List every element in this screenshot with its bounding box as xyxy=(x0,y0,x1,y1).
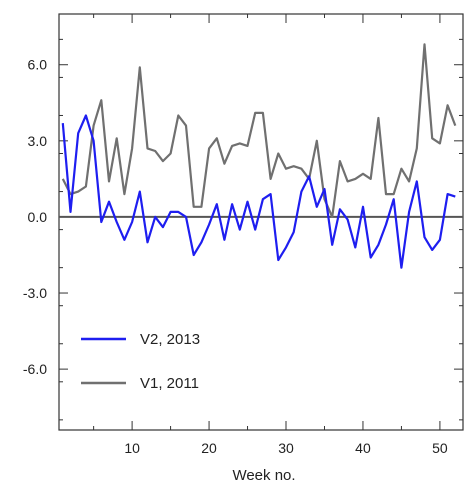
y-tick-label: 0.0 xyxy=(28,209,48,225)
series-lines xyxy=(61,43,457,269)
y-tick-label: 6.0 xyxy=(28,57,48,73)
y-tick-label: 3.0 xyxy=(28,133,48,149)
x-tick-label: 50 xyxy=(432,440,448,456)
y-tick-labels: 6.0 3.0 0.0 -3.0 -6.0 xyxy=(23,57,47,377)
x-tick-label: 40 xyxy=(355,440,371,456)
y-tick-label: -6.0 xyxy=(23,361,47,377)
legend: V2, 2013 V1, 2011 xyxy=(81,331,200,392)
x-axis-title: Week no. xyxy=(232,467,295,484)
y-tick-label: -3.0 xyxy=(23,285,47,301)
plot-frame xyxy=(58,13,464,431)
legend-label-v2: V2, 2013 xyxy=(140,331,200,348)
series-line-v2 xyxy=(61,114,456,269)
series-line-v1 xyxy=(61,43,457,218)
x-tick-label: 10 xyxy=(124,440,140,456)
x-tick-labels: 10 20 30 40 50 xyxy=(124,440,448,456)
axis-ticks xyxy=(59,14,463,430)
legend-label-v1: V1, 2011 xyxy=(140,375,199,392)
x-tick-label: 20 xyxy=(201,440,217,456)
plot-border xyxy=(58,13,464,431)
x-tick-label: 30 xyxy=(278,440,294,456)
